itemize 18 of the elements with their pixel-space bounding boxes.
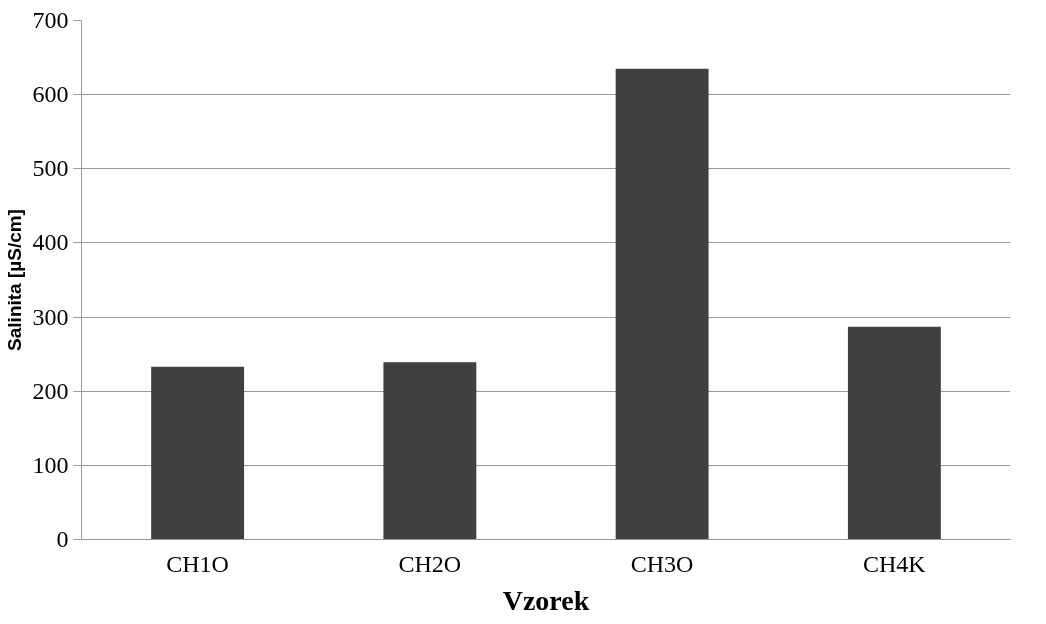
x-axis-title: Vzorek [502, 584, 590, 616]
y-tick-label: 300 [32, 303, 69, 330]
bar [847, 326, 941, 540]
y-tick-label: 700 [32, 7, 69, 33]
y-tick-label: 400 [32, 229, 69, 256]
bar [151, 366, 245, 540]
y-tick-label: 600 [32, 81, 69, 108]
x-tick-label: CH2O [398, 550, 462, 577]
x-tick-label: CH4K [863, 550, 927, 577]
x-tick-label: CH1O [166, 550, 229, 577]
y-tick-label: 100 [32, 451, 69, 478]
y-tick-label: 0 [56, 526, 69, 552]
x-tick-label: CH3O [630, 550, 694, 577]
y-axis-title: Salinita [µS/cm] [3, 209, 25, 351]
bar [383, 362, 477, 540]
y-tick-label: 500 [32, 155, 69, 182]
bar [615, 68, 709, 540]
y-tick-label: 200 [32, 377, 69, 404]
